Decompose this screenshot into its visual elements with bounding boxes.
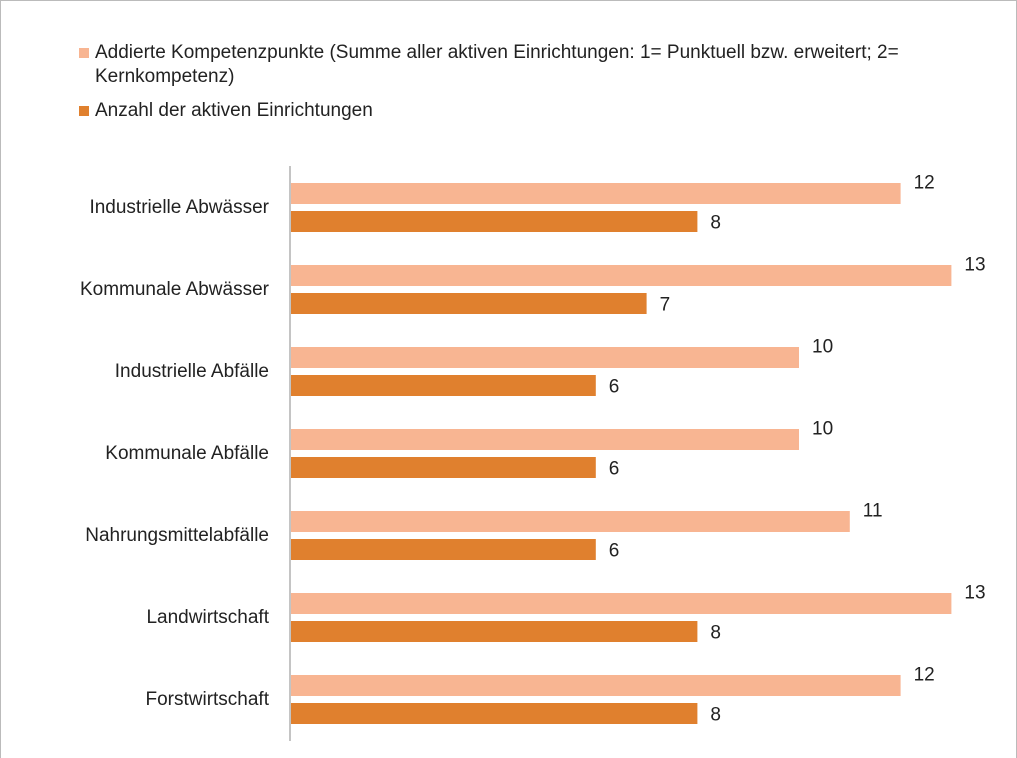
bar bbox=[291, 675, 901, 696]
bar bbox=[291, 429, 799, 450]
bar bbox=[291, 293, 647, 314]
data-label: 10 bbox=[812, 419, 833, 440]
y-tick-label: Kommunale Abfälle bbox=[105, 443, 269, 464]
legend-swatch bbox=[79, 48, 89, 58]
bar bbox=[291, 183, 901, 204]
bar bbox=[291, 511, 850, 532]
data-label: 6 bbox=[609, 377, 620, 398]
y-tick-label: Kommunale Abwässer bbox=[80, 279, 270, 300]
y-tick-label: Industrielle Abwässer bbox=[89, 197, 269, 218]
bar bbox=[291, 265, 952, 286]
data-label: 6 bbox=[609, 541, 620, 562]
legend-item: Anzahl der aktiven Einrichtungen bbox=[79, 99, 989, 123]
bar bbox=[291, 703, 698, 724]
legend-label: Anzahl der aktiven Einrichtungen bbox=[95, 100, 373, 121]
data-label: 13 bbox=[964, 583, 985, 604]
bar bbox=[291, 457, 596, 478]
data-label: 8 bbox=[710, 623, 721, 644]
data-label: 8 bbox=[710, 213, 721, 234]
data-label: 11 bbox=[863, 501, 883, 522]
y-tick-label: Nahrungsmittelabfälle bbox=[85, 525, 269, 546]
data-label: 13 bbox=[964, 255, 985, 276]
data-label: 12 bbox=[914, 173, 935, 194]
data-label: 10 bbox=[812, 337, 833, 358]
bar bbox=[291, 347, 799, 368]
bar bbox=[291, 375, 596, 396]
legend: Addierte Kompetenzpunkte (Summe aller ak… bbox=[79, 41, 989, 133]
data-label: 8 bbox=[710, 705, 721, 726]
data-label: 12 bbox=[914, 665, 935, 686]
data-label: 7 bbox=[660, 295, 671, 316]
y-tick-label: Forstwirtschaft bbox=[145, 689, 269, 710]
bar bbox=[291, 211, 698, 232]
legend-item: Addierte Kompetenzpunkte (Summe aller ak… bbox=[79, 41, 989, 89]
bar bbox=[291, 621, 698, 642]
bar bbox=[291, 539, 596, 560]
y-tick-label: Industrielle Abfälle bbox=[115, 361, 269, 382]
legend-swatch bbox=[79, 106, 89, 116]
y-tick-label: Landwirtschaft bbox=[146, 607, 269, 628]
data-label: 6 bbox=[609, 459, 620, 480]
bar bbox=[291, 593, 952, 614]
legend-label: Addierte Kompetenzpunkte (Summe aller ak… bbox=[95, 42, 899, 87]
